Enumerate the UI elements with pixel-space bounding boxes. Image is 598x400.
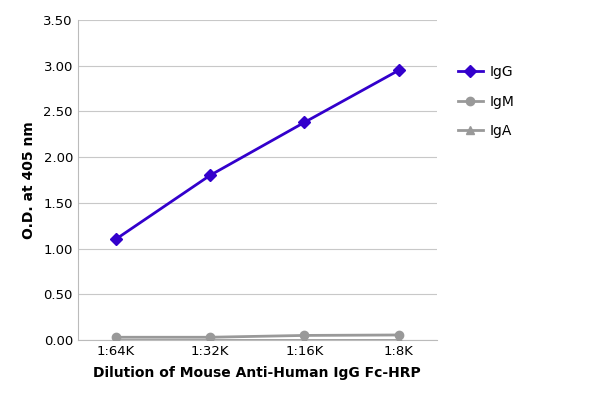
IgM	[301, 333, 308, 338]
Legend: IgG, IgM, IgA: IgG, IgM, IgA	[458, 65, 515, 138]
IgA	[395, 338, 402, 343]
IgA	[112, 338, 119, 343]
IgG	[301, 120, 308, 125]
IgM	[395, 332, 402, 337]
IgG	[206, 173, 213, 178]
IgG	[395, 68, 402, 73]
Line: IgA: IgA	[111, 336, 403, 345]
Line: IgG: IgG	[111, 66, 403, 244]
IgM	[206, 335, 213, 340]
IgG	[112, 237, 119, 242]
Line: IgM: IgM	[111, 331, 403, 342]
IgA	[301, 338, 308, 343]
IgA	[206, 338, 213, 343]
IgM	[112, 335, 119, 340]
X-axis label: Dilution of Mouse Anti-Human IgG Fc-HRP: Dilution of Mouse Anti-Human IgG Fc-HRP	[93, 366, 421, 380]
Y-axis label: O.D. at 405 nm: O.D. at 405 nm	[23, 121, 36, 239]
